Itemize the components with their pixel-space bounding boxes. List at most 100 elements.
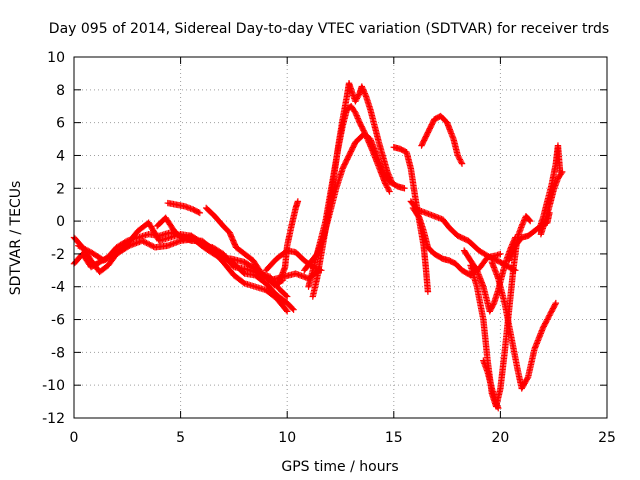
data-point	[104, 255, 112, 262]
series-8	[262, 247, 325, 274]
data-point	[526, 216, 533, 224]
data-point	[382, 180, 389, 187]
x-tick-labels: 0 5 10 15 20 25	[70, 430, 616, 446]
data-point	[519, 221, 526, 228]
data-point	[358, 83, 366, 90]
data-point	[361, 90, 369, 97]
data-point	[388, 178, 395, 185]
data-point	[283, 306, 290, 314]
data-point	[543, 317, 550, 325]
data-point	[386, 172, 393, 180]
data-point	[359, 86, 367, 93]
data-point	[497, 250, 504, 258]
data-point	[106, 254, 113, 261]
data-point	[77, 243, 85, 251]
data-point	[386, 174, 394, 181]
data-point	[282, 292, 290, 299]
x-tick-label: 10	[278, 430, 296, 446]
data-point	[284, 293, 291, 300]
data-point	[196, 209, 203, 217]
data-point	[140, 238, 147, 245]
data-point	[520, 218, 527, 225]
data-point	[80, 245, 88, 252]
data-point	[141, 239, 149, 246]
data-point	[382, 181, 390, 188]
data-point	[353, 112, 360, 119]
data-point	[385, 171, 392, 178]
data-point	[544, 314, 552, 322]
data-point	[542, 319, 550, 326]
data-point	[352, 98, 359, 105]
data-point	[354, 94, 361, 101]
data-point	[527, 217, 534, 225]
y-tick-labels: -12 -10 -8 -6 -4 -2 0 2 4 6 8 10	[42, 50, 65, 427]
y-tick-label: 8	[56, 83, 65, 99]
data-point	[146, 241, 153, 248]
series-6	[202, 204, 291, 300]
data-point	[490, 301, 497, 308]
data-point	[384, 170, 392, 177]
data-point	[354, 115, 362, 122]
data-point	[548, 308, 555, 315]
x-tick-label: 15	[385, 430, 403, 446]
data-point	[487, 305, 495, 312]
series-11	[309, 80, 395, 300]
data-point	[147, 241, 154, 249]
data-point	[352, 96, 360, 104]
x-tick-label: 20	[491, 430, 509, 446]
data-point	[384, 168, 391, 176]
data-point	[519, 220, 527, 227]
axis-ticks	[73, 56, 608, 419]
data-point	[83, 246, 90, 254]
data-point	[550, 304, 557, 311]
y-tick-label: -8	[51, 345, 65, 361]
data-point	[385, 186, 393, 194]
data-point	[551, 301, 559, 308]
data-point	[547, 309, 555, 316]
data-point	[384, 184, 391, 191]
series-17	[467, 212, 534, 410]
data-point	[558, 169, 565, 177]
data-point	[85, 247, 92, 255]
data-point	[546, 310, 554, 318]
series-18	[480, 357, 502, 412]
x-axis-label: GPS time / hours	[281, 459, 398, 475]
data-point	[488, 304, 496, 311]
data-point	[195, 209, 202, 216]
y-tick-label: 6	[56, 116, 65, 132]
data-point	[289, 305, 296, 312]
data-point	[546, 312, 553, 319]
data-point	[387, 177, 395, 184]
data-point	[518, 222, 525, 230]
data-point	[541, 321, 548, 329]
data-point	[354, 113, 361, 121]
data-point	[362, 91, 369, 99]
data-point	[352, 110, 360, 118]
data-point	[549, 305, 557, 312]
data-point	[387, 175, 394, 183]
series-5	[164, 199, 203, 217]
data-point	[103, 255, 110, 263]
y-tick-label: -4	[51, 280, 65, 296]
data-point	[524, 375, 531, 382]
data-point	[361, 88, 368, 96]
data-point	[352, 109, 359, 116]
data-point	[486, 308, 493, 315]
data-point	[495, 404, 502, 412]
data-point	[489, 302, 496, 310]
data-point	[355, 92, 362, 100]
data-point	[487, 306, 494, 314]
x-tick-label: 0	[70, 430, 79, 446]
plot-frame	[73, 56, 608, 419]
series-13	[407, 198, 519, 274]
x-tick-label: 25	[598, 430, 616, 446]
data-point	[82, 246, 89, 253]
chart-title: Day 095 of 2014, Sidereal Day-to-day VTE…	[49, 21, 609, 37]
data-point	[549, 306, 556, 314]
series-22	[537, 168, 566, 238]
data-point	[148, 242, 156, 250]
data-point	[294, 198, 302, 205]
data-point	[100, 257, 108, 264]
series-19	[488, 258, 560, 392]
